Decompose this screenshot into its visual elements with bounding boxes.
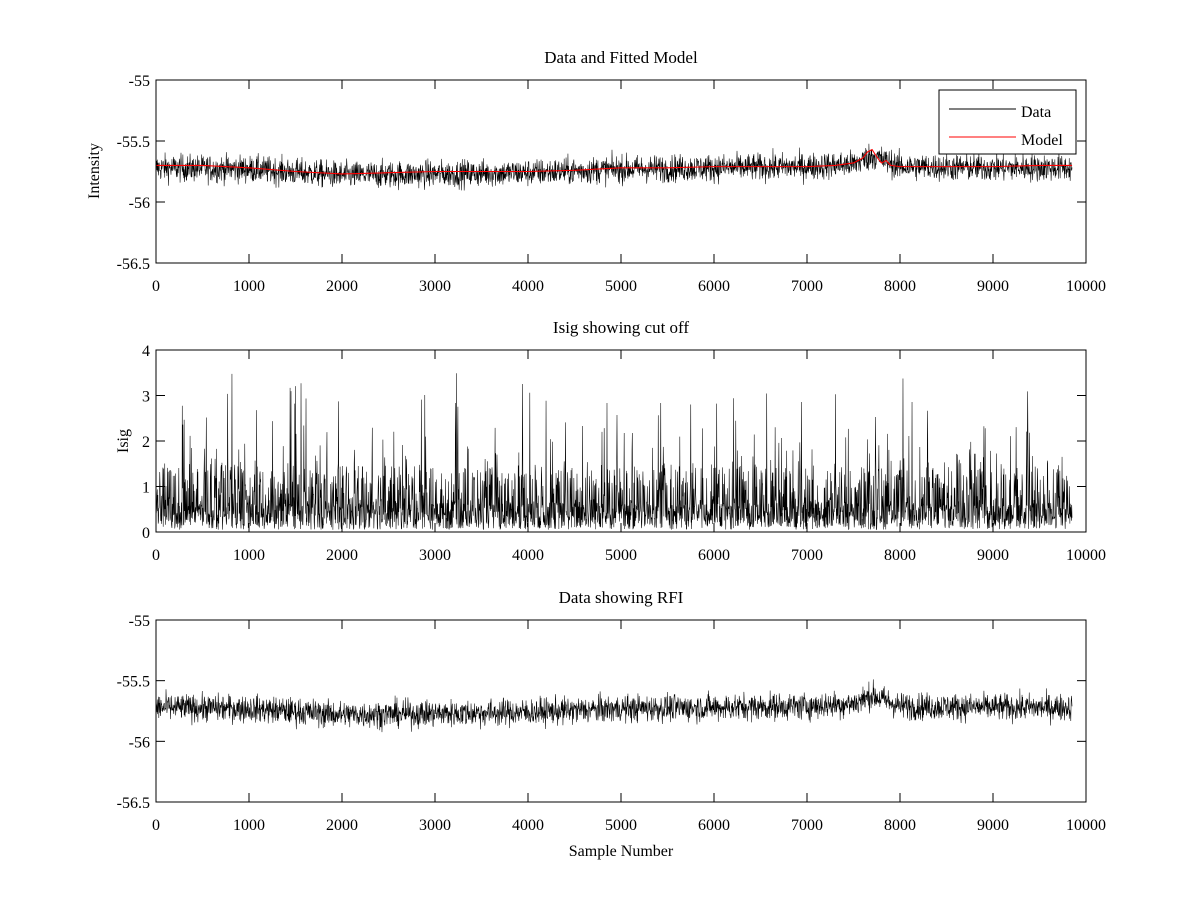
x-tick-label: 6000 [698,547,730,564]
x-tick-label: 7000 [791,817,823,834]
x-tick-label: 10000 [1066,817,1106,834]
x-tick-label: 10000 [1066,278,1106,295]
x-tick-label: 4000 [512,817,544,834]
x-tick-label: 9000 [977,817,1009,834]
y-tick-label: 1 [142,480,150,497]
subplot-2-title: Isig showing cut off [553,318,689,337]
subplot-3: Data showing RFI Sample Number 0 1000 2000… [117,588,1106,860]
subplot-2-plot-area: 0 1000 2000 3000 4000 5000 6000 7000 8000 9000 100… [142,343,1106,564]
subplot-3-title: Data showing RFI [559,588,684,607]
subplot-1-title: Data and Fitted Model [544,48,698,67]
y-tick-label: 3 [142,389,150,406]
y-tick-label: -55 [129,613,150,630]
x-tick-label: 4000 [512,547,544,564]
x-tick-label: 6000 [698,817,730,834]
subplot-3-series-group [156,679,1073,733]
x-tick-label: 4000 [512,278,544,295]
x-tick-label: 1000 [233,547,265,564]
x-tick-label: 2000 [326,817,358,834]
y-tick-label: 4 [142,343,150,360]
x-tick-label: 2000 [326,547,358,564]
subplot-1-series-line-2 [156,148,1073,175]
x-tick-label: 8000 [884,817,916,834]
y-tick-label: -56.5 [117,795,150,812]
subplot-3-plot-area: 0 1000 2000 3000 4000 5000 6000 7000 8000 9000 100… [117,613,1106,834]
y-tick-label: -56 [129,734,150,751]
x-tick-label: 10000 [1066,547,1106,564]
x-tick-label: 5000 [605,547,637,564]
subplot-1-plot-area: 0 1000 2000 3000 4000 5000 6000 7000 8000 9000 100… [117,73,1106,295]
y-tick-label: -55.5 [117,674,150,691]
x-tick-label: 3000 [419,278,451,295]
subplot-2-series-line-1 [156,373,1073,531]
subplot-1-legend: Data Model [938,89,1077,155]
x-tick-label: 7000 [791,547,823,564]
y-tick-label: -56 [129,195,150,212]
y-tick-label: 0 [142,525,150,542]
subplot-3-xlabel: Sample Number [569,843,674,860]
x-tick-label: 3000 [419,547,451,564]
subplot-2-ylabel: Isig [115,429,132,453]
subplot-3-series-line-1 [156,679,1073,733]
x-tick-label: 1000 [233,278,265,295]
x-tick-label: 5000 [605,278,637,295]
y-tick-label: -55 [129,73,150,90]
x-tick-label: 7000 [791,278,823,295]
x-tick-label: 1000 [233,817,265,834]
subplot-1-ylabel: Intensity [86,143,103,199]
x-tick-label: 0 [152,278,160,295]
subplot-2-series-group [156,373,1073,531]
x-tick-label: 2000 [326,278,358,295]
x-tick-label: 9000 [977,547,1009,564]
legend-box [938,89,1077,155]
legend-label-data: Data [1021,104,1051,121]
x-tick-label: 8000 [884,547,916,564]
y-tick-label: -56.5 [117,256,150,273]
x-tick-label: 9000 [977,278,1009,295]
x-tick-label: 3000 [419,817,451,834]
x-tick-label: 6000 [698,278,730,295]
x-tick-label: 5000 [605,817,637,834]
subplot-1: Data and Fitted Model Intensity 0 1000 200… [86,48,1106,295]
subplot-1-series-group [156,143,1073,191]
x-tick-label: 8000 [884,278,916,295]
y-tick-label: 2 [142,434,150,451]
x-tick-label: 0 [152,817,160,834]
x-tick-label: 0 [152,547,160,564]
subplot-2: Isig showing cut off Isig 0 1000 2000 3000 4… [115,318,1106,564]
legend-label-model: Model [1021,132,1063,149]
y-tick-label: -55.5 [117,134,150,151]
